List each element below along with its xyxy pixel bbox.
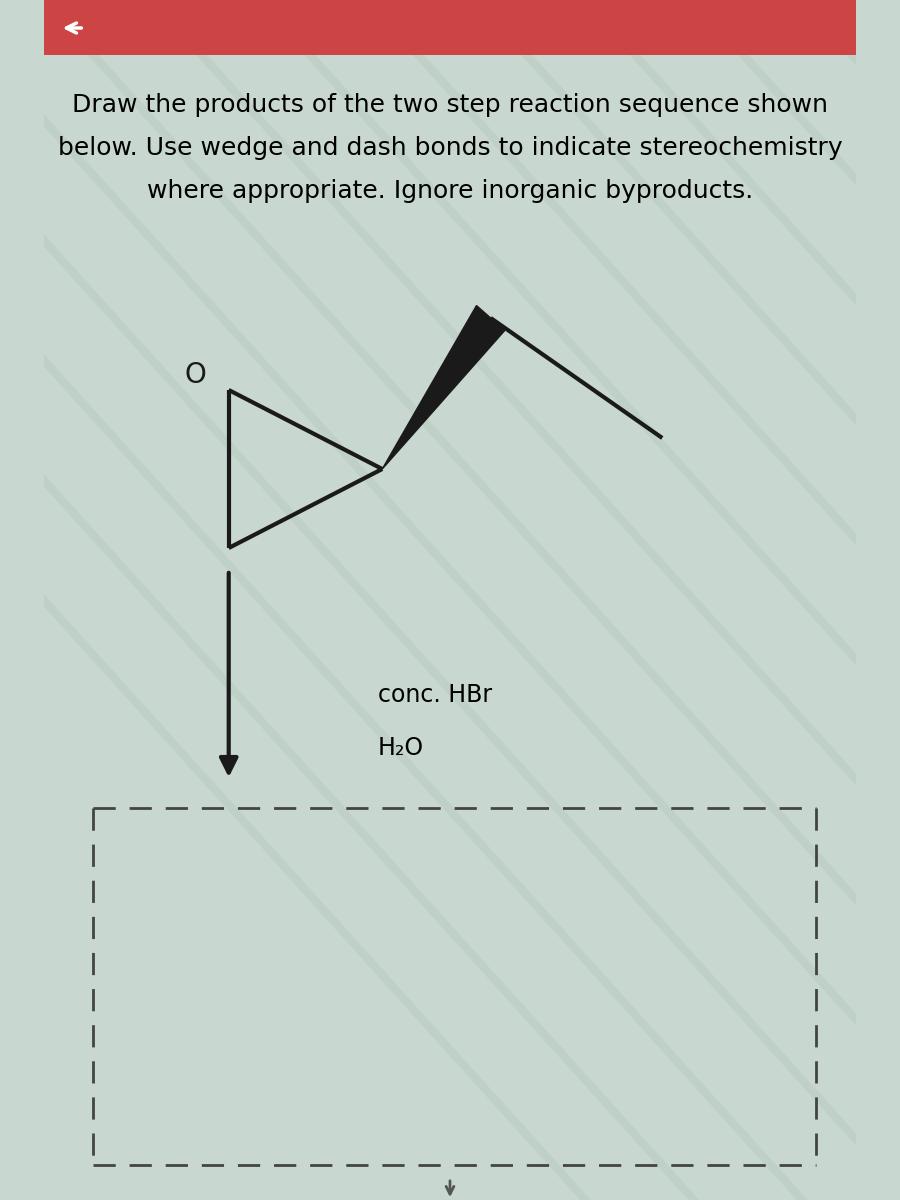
Polygon shape xyxy=(382,306,505,469)
Text: below. Use wedge and dash bonds to indicate stereochemistry: below. Use wedge and dash bonds to indic… xyxy=(58,136,842,160)
Text: H₂O: H₂O xyxy=(378,736,424,760)
Text: conc. HBr: conc. HBr xyxy=(378,683,492,707)
Text: Draw the products of the two step reaction sequence shown: Draw the products of the two step reacti… xyxy=(72,92,828,116)
Bar xyxy=(43,0,857,55)
Text: O: O xyxy=(184,361,206,389)
Text: where appropriate. Ignore inorganic byproducts.: where appropriate. Ignore inorganic bypr… xyxy=(147,179,753,203)
